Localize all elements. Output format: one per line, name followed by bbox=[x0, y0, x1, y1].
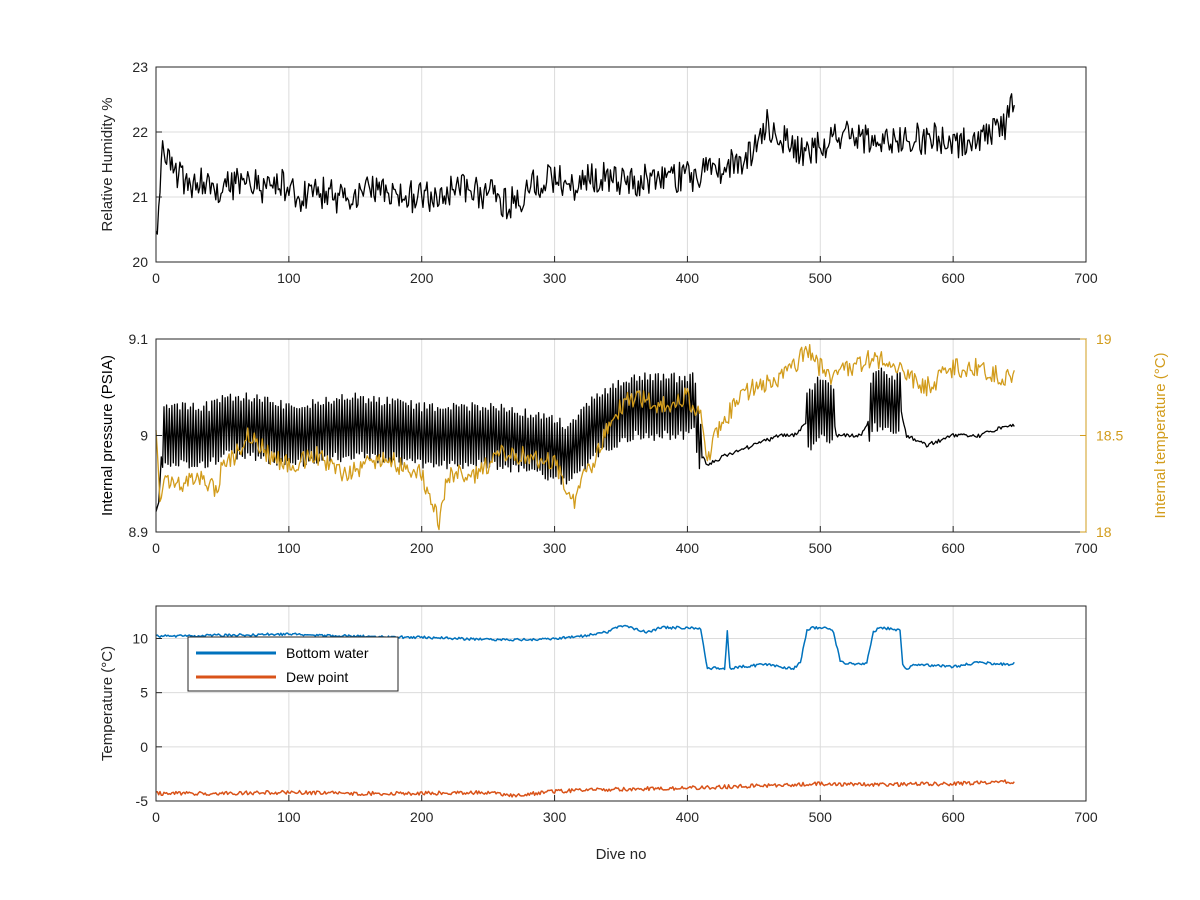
y-tick-label-right: 18 bbox=[1096, 524, 1112, 540]
y-tick-label-right: 18.5 bbox=[1096, 428, 1123, 444]
series-line-panel-middle-1 bbox=[155, 344, 1015, 531]
x-axis-label-bottom: Dive no bbox=[596, 846, 647, 863]
y-tick-label: 5 bbox=[140, 685, 148, 701]
legend-label-dew-point: Dew point bbox=[286, 669, 348, 685]
y-axis-label-right-middle: Internal temperature (°C) bbox=[1152, 352, 1169, 518]
legend-label-bottom-water: Bottom water bbox=[286, 645, 369, 661]
x-tick-label: 600 bbox=[941, 540, 965, 556]
x-tick-label: 400 bbox=[676, 809, 700, 825]
y-tick-label: 10 bbox=[132, 631, 148, 647]
ticks-top: 0 100 200 300 400 500 600 700 20 21 22 23 bbox=[132, 59, 1097, 286]
series-line-bottom-water bbox=[155, 624, 1015, 671]
x-tick-label: 100 bbox=[277, 540, 301, 556]
y-tick-label: 8.9 bbox=[129, 524, 149, 540]
x-tick-label: 400 bbox=[676, 540, 700, 556]
x-tick-label: 500 bbox=[809, 809, 833, 825]
panel-humidity: 0 100 200 300 400 500 600 700 20 21 22 23 Relative … bbox=[99, 59, 1098, 286]
series-line-dew-point bbox=[155, 779, 1015, 798]
x-tick-label: 500 bbox=[809, 270, 833, 286]
series-bottom bbox=[155, 624, 1015, 798]
y-tick-label: 22 bbox=[132, 124, 148, 140]
axes-frame-top bbox=[155, 66, 1087, 263]
x-tick-label: 100 bbox=[277, 270, 301, 286]
x-tick-label: 500 bbox=[809, 540, 833, 556]
x-tick-label: 700 bbox=[1074, 809, 1098, 825]
series-top bbox=[155, 93, 1015, 235]
x-tick-label: 0 bbox=[152, 270, 160, 286]
y-axis-label-bottom: Temperature (°C) bbox=[99, 646, 116, 761]
series-middle bbox=[155, 344, 1015, 531]
x-tick-label: 300 bbox=[543, 270, 567, 286]
ticks-middle: 0 100 200 300 400 500 600 700 8.9 9 9.1 18 18.5 19 bbox=[129, 331, 1124, 556]
x-tick-label: 300 bbox=[543, 540, 567, 556]
x-tick-label: 200 bbox=[410, 809, 434, 825]
x-tick-label: 0 bbox=[152, 540, 160, 556]
x-tick-label: 700 bbox=[1074, 270, 1098, 286]
y-tick-label-right: 19 bbox=[1096, 331, 1112, 347]
y-tick-label: 9.1 bbox=[129, 331, 149, 347]
x-tick-label: 600 bbox=[941, 809, 965, 825]
legend: Bottom water Dew point bbox=[187, 636, 399, 692]
y-axis-label-top: Relative Humidity % bbox=[99, 97, 116, 231]
y-tick-label: 23 bbox=[132, 59, 148, 75]
y-tick-label: 20 bbox=[132, 254, 148, 270]
axes-frame-bottom bbox=[155, 605, 1087, 802]
x-tick-label: 700 bbox=[1074, 540, 1098, 556]
y-tick-label: 0 bbox=[140, 739, 148, 755]
x-tick-label: 400 bbox=[676, 270, 700, 286]
y-axis-label-middle: Internal pressure (PSIA) bbox=[99, 355, 116, 516]
y-tick-label: -5 bbox=[136, 793, 149, 809]
series-line-panel-top-0 bbox=[155, 93, 1015, 235]
x-tick-label: 0 bbox=[152, 809, 160, 825]
x-tick-label: 200 bbox=[410, 540, 434, 556]
legend-box bbox=[187, 636, 399, 692]
x-tick-label: 100 bbox=[277, 809, 301, 825]
x-tick-label: 200 bbox=[410, 270, 434, 286]
series-line-panel-middle-0 bbox=[155, 367, 1015, 512]
x-tick-label: 300 bbox=[543, 809, 567, 825]
y-tick-label: 9 bbox=[140, 428, 148, 444]
panel-pressure: 0 100 200 300 400 500 600 700 8.9 9 9.1 18 18.5 19 In… bbox=[99, 331, 1169, 556]
y-tick-label: 21 bbox=[132, 189, 148, 205]
x-tick-label: 600 bbox=[941, 270, 965, 286]
